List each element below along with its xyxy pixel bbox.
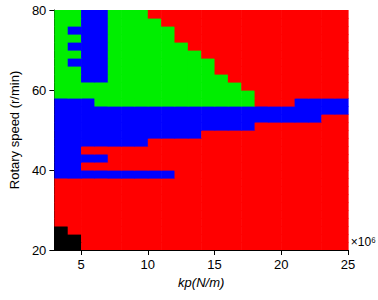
svg-text:×10⁶: ×10⁶ — [351, 235, 376, 249]
svg-text:20: 20 — [274, 257, 288, 272]
svg-text:5: 5 — [77, 257, 84, 272]
svg-text:60: 60 — [32, 83, 46, 98]
svg-text:25: 25 — [341, 257, 355, 272]
svg-text:10: 10 — [141, 257, 155, 272]
svg-text:Rotary speed (r/min): Rotary speed (r/min) — [7, 71, 22, 189]
svg-text:kp(N/m): kp(N/m) — [178, 275, 224, 290]
svg-text:40: 40 — [32, 163, 46, 178]
svg-text:20: 20 — [32, 243, 46, 258]
svg-text:15: 15 — [207, 257, 221, 272]
svg-text:80: 80 — [32, 3, 46, 18]
